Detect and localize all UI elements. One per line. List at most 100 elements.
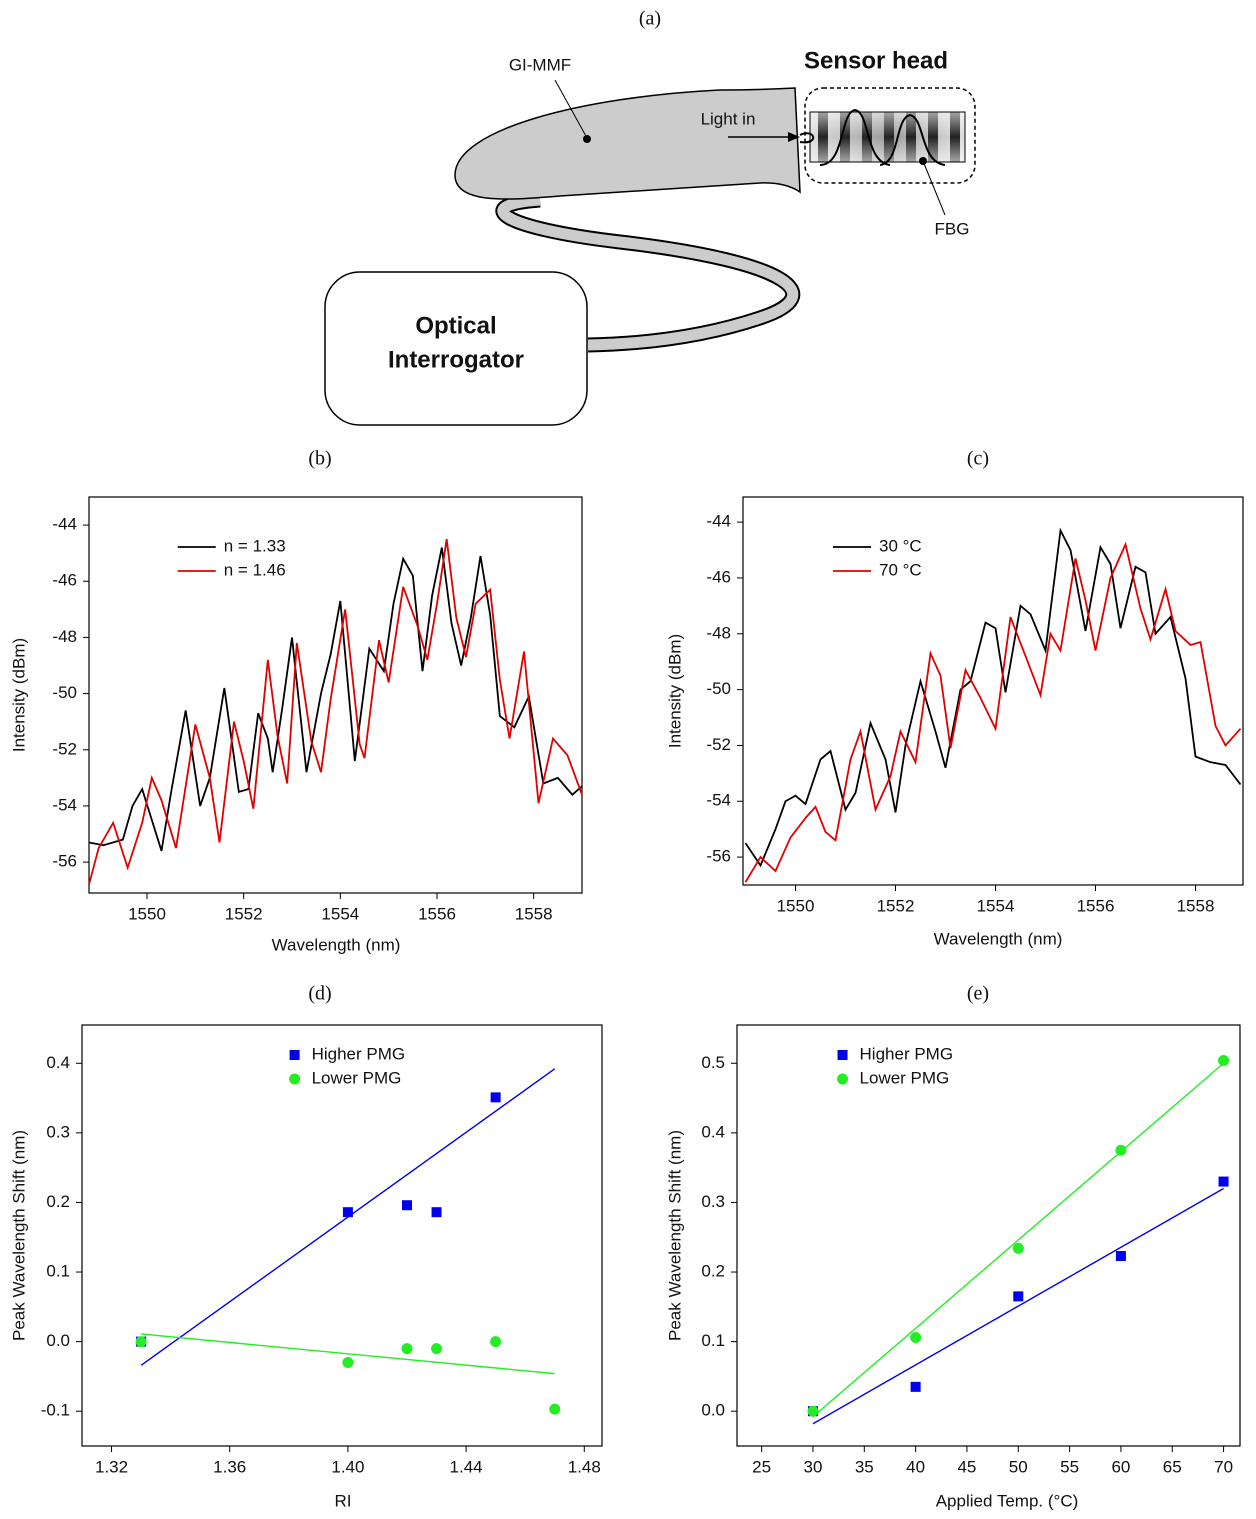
y-axis-label: Intensity (dBm) xyxy=(665,634,684,748)
point xyxy=(402,1200,412,1211)
y-tick-label: 0.0 xyxy=(46,1331,70,1350)
y-tick-label: 0.1 xyxy=(701,1331,725,1350)
y-tick-label: 0.0 xyxy=(701,1401,725,1420)
diagram: (a) Sensor head GI-MMF Light in FBG Opti… xyxy=(324,8,976,426)
plot-frame xyxy=(88,496,583,894)
legend-swatch xyxy=(289,1073,301,1085)
y-tick-label: 0.4 xyxy=(46,1053,70,1072)
fiber-tail-core xyxy=(497,194,799,351)
series-line xyxy=(744,541,1242,883)
x-tick-label: 1554 xyxy=(321,904,359,923)
x-axis-label: Wavelength (nm) xyxy=(272,935,401,954)
x-tick-label: 40 xyxy=(906,1457,925,1476)
x-tick-label: 1556 xyxy=(418,904,456,923)
x-tick-label: 55 xyxy=(1060,1457,1079,1476)
y-tick-label: -44 xyxy=(52,515,77,534)
x-tick-label: 1.48 xyxy=(568,1457,601,1476)
point xyxy=(342,1207,353,1218)
x-tick-label: 1.44 xyxy=(450,1457,483,1476)
x-tick-label: 1556 xyxy=(1077,896,1115,915)
y-tick-label: 0.1 xyxy=(46,1262,70,1281)
plot-frame xyxy=(736,1024,1241,1447)
sensor-head-label: Sensor head xyxy=(804,47,948,74)
x-tick-label: 1.40 xyxy=(331,1457,364,1476)
legend-label: Lower PMG xyxy=(860,1068,950,1087)
x-tick-label: 1552 xyxy=(225,904,263,923)
point xyxy=(1218,1054,1230,1066)
y-tick-label: 0.2 xyxy=(46,1192,70,1211)
y-tick-label: -50 xyxy=(52,683,77,702)
y-tick-label: -54 xyxy=(706,791,731,810)
x-axis-label: Applied Temp. (°C) xyxy=(936,1491,1079,1510)
legend-label: n = 1.46 xyxy=(224,560,286,579)
fbg-label: FBG xyxy=(935,219,970,238)
y-tick-label: -52 xyxy=(52,739,77,758)
grating-frame xyxy=(809,111,966,163)
point xyxy=(549,1403,561,1415)
x-tick-label: 1.36 xyxy=(213,1457,246,1476)
fiber-label: GI-MMF xyxy=(509,55,571,74)
point xyxy=(910,1381,921,1392)
legend-label: 30 °C xyxy=(879,536,922,555)
y-tick-label: 0.3 xyxy=(701,1192,725,1211)
legend-label: n = 1.33 xyxy=(224,536,286,555)
fit-line xyxy=(141,1333,555,1375)
point xyxy=(431,1207,442,1218)
legend-label: Higher PMG xyxy=(312,1044,406,1063)
legend-label: Higher PMG xyxy=(860,1044,954,1063)
point xyxy=(490,1092,501,1103)
x-tick-label: 1.32 xyxy=(95,1457,128,1476)
y-axis-label: Intensity (dBm) xyxy=(9,638,28,752)
point xyxy=(490,1336,502,1348)
x-tick-label: 25 xyxy=(752,1457,771,1476)
y-tick-label: -52 xyxy=(706,735,731,754)
chart: (b) 1550 1552 1554 1556 1558 -44 -46 -48 -50 -52 -5… xyxy=(9,448,583,954)
interrogator-label: Optical xyxy=(415,312,496,339)
interrogator-box xyxy=(324,271,588,426)
y-tick-label: 0.5 xyxy=(701,1053,725,1072)
point xyxy=(1013,1291,1024,1302)
point xyxy=(1115,1251,1126,1262)
y-tick-label: -46 xyxy=(52,571,77,590)
point xyxy=(1218,1176,1229,1187)
chart: (e) 25 30 35 40 45 50 55 60 65 70 0.5 0.4 0.3 0.2 0.1 0.… xyxy=(665,983,1241,1510)
plot-frame xyxy=(742,496,1244,886)
legend-label: Lower PMG xyxy=(312,1068,402,1087)
plot-frame xyxy=(81,1024,603,1447)
legend-swatch xyxy=(837,1073,849,1085)
point xyxy=(401,1343,413,1355)
x-tick-label: 60 xyxy=(1111,1457,1130,1476)
x-tick-label: 1550 xyxy=(777,896,815,915)
pointer-dot xyxy=(583,135,591,143)
x-tick-label: 65 xyxy=(1163,1457,1182,1476)
point xyxy=(807,1405,819,1417)
panel-label: (a) xyxy=(639,8,661,30)
y-tick-label: 0.4 xyxy=(701,1122,725,1141)
x-tick-label: 1558 xyxy=(515,904,553,923)
x-tick-label: 30 xyxy=(804,1457,823,1476)
chart: (d) 1.32 1.36 1.40 1.44 1.48 0.4 0.3 0.2 0.1 0.0 -0… xyxy=(9,983,603,1510)
y-tick-label: -44 xyxy=(706,512,731,531)
y-tick-label: -48 xyxy=(706,623,731,642)
x-tick-label: 1552 xyxy=(877,896,915,915)
panel-label: (d) xyxy=(308,983,331,1005)
x-tick-label: 1554 xyxy=(977,896,1015,915)
legend-swatch xyxy=(837,1050,848,1060)
y-tick-label: -0.1 xyxy=(41,1401,70,1420)
point xyxy=(910,1331,922,1343)
x-axis-label: RI xyxy=(335,1491,352,1510)
y-tick-label: 0.3 xyxy=(46,1122,70,1141)
pointer xyxy=(922,160,946,216)
point xyxy=(1012,1242,1024,1254)
y-axis-label: Peak Wavelength Shift (nm) xyxy=(665,1130,684,1341)
fit-line xyxy=(812,1187,1224,1425)
sensor-head-box xyxy=(804,87,976,184)
fit-line xyxy=(812,1062,1225,1418)
series-line xyxy=(88,547,583,852)
point xyxy=(342,1356,354,1368)
x-axis-label: Wavelength (nm) xyxy=(934,929,1063,948)
panel-label: (c) xyxy=(967,448,989,470)
light-in-label: Light in xyxy=(701,109,756,128)
panel-label: (e) xyxy=(967,983,989,1005)
